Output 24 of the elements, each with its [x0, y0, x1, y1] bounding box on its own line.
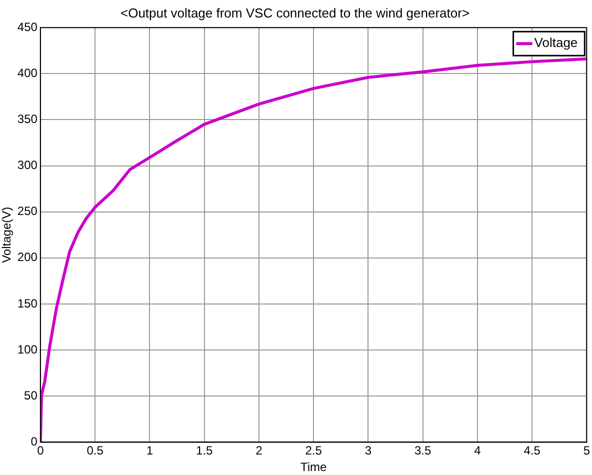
x-tick-label: 4 [474, 444, 482, 458]
x-axis-title: Time [300, 460, 327, 474]
y-tick-label: 150 [17, 296, 38, 310]
y-tick-label: 450 [17, 20, 38, 34]
y-tick-label: 0 [30, 434, 38, 449]
x-tick-label: 3 [364, 444, 372, 458]
chart-title: <Output voltage from VSC connected to the wind generator> [120, 5, 470, 20]
x-tick-label: 4.5 [524, 444, 541, 458]
y-tick-label: 100 [17, 342, 38, 356]
y-tick-label: 300 [17, 158, 38, 172]
y-tick-label: 250 [17, 204, 38, 218]
x-tick-label: 0.5 [86, 444, 104, 458]
x-tick-label: 2.5 [305, 444, 322, 458]
x-tick-label: 2 [256, 444, 263, 458]
y-tick-label: 50 [24, 388, 38, 402]
x-tick-label: 3.5 [414, 444, 432, 458]
y-tick-label: 400 [17, 66, 38, 80]
y-tick-label: 200 [17, 250, 38, 264]
x-tick-label: 1 [146, 444, 154, 458]
y-tick-label: 350 [17, 112, 38, 126]
x-tick-label: 1.5 [196, 444, 213, 458]
x-tick-label: 5 [583, 444, 590, 458]
legend-label: Voltage [534, 35, 578, 50]
y-axis-title: Voltage(V) [0, 206, 14, 263]
